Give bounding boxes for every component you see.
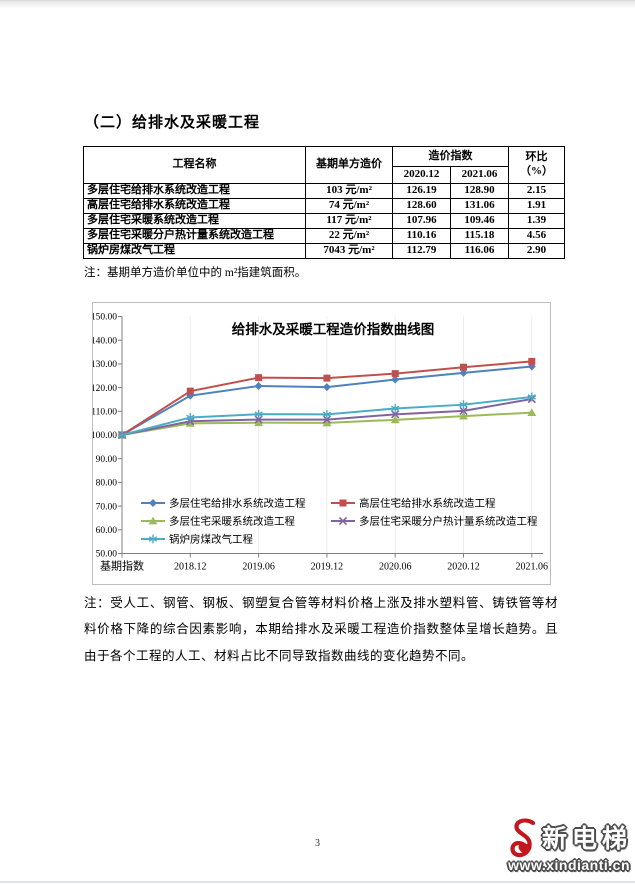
brand-url: www.xindianti.cn <box>508 857 630 873</box>
svg-text:2020.12: 2020.12 <box>447 562 480 573</box>
table-row: 多层住宅采暖分户热计量系统改造工程 22 元/m² 110.16 115.18 … <box>83 228 565 244</box>
svg-text:80.00: 80.00 <box>96 479 118 489</box>
cell-index-2020-12: 107.96 <box>392 213 451 229</box>
page-number: 3 <box>315 838 320 849</box>
svg-text:70.00: 70.00 <box>96 502 118 512</box>
svg-text:50.00: 50.00 <box>96 550 118 560</box>
cell-base-cost: 22 元/m² <box>305 228 393 244</box>
cell-project-name: 高层住宅给排水系统改造工程 <box>83 198 306 214</box>
svg-text:130.00: 130.00 <box>93 360 117 370</box>
col-header-index-group: 造价指数 <box>392 146 509 167</box>
cost-index-table: 工程名称 基期单方造价 造价指数 环比 （%） 2020.12 2021.06 … <box>83 146 565 259</box>
svg-text:90.00: 90.00 <box>96 455 118 465</box>
svg-text:高层住宅给排水系统改造工程: 高层住宅给排水系统改造工程 <box>359 497 496 510</box>
col-header-mom-line1: 环比 <box>525 151 548 164</box>
col-header-2021-06: 2021.06 <box>450 166 509 184</box>
cell-base-cost: 117 元/m² <box>305 213 393 229</box>
col-header-2020-12: 2020.12 <box>392 166 451 184</box>
cell-project-name: 多层住宅采暖系统改造工程 <box>83 213 306 229</box>
col-header-project-name: 工程名称 <box>83 146 306 184</box>
cell-index-2020-12: 126.19 <box>392 183 451 199</box>
svg-text:150.00: 150.00 <box>93 313 117 323</box>
cell-index-2021-06: 116.06 <box>450 243 509 259</box>
cell-base-cost: 74 元/m² <box>305 198 393 214</box>
cell-mom: 1.39 <box>508 213 565 229</box>
svg-text:2020.06: 2020.06 <box>379 562 412 573</box>
svg-text:100.00: 100.00 <box>93 431 117 441</box>
svg-text:60.00: 60.00 <box>96 526 118 536</box>
cell-index-2020-12: 128.60 <box>392 198 451 214</box>
svg-text:2019.12: 2019.12 <box>311 562 344 573</box>
cost-index-line-chart: 给排水及采暖工程造价指数曲线图 50.00 60.00 70.00 80.00 90.00… <box>92 302 551 585</box>
svg-text:基期指数: 基期指数 <box>100 559 144 573</box>
svg-text:给排水及采暖工程造价指数曲线图: 给排水及采暖工程造价指数曲线图 <box>232 321 435 337</box>
cell-index-2020-12: 110.16 <box>392 228 451 244</box>
table-row: 多层住宅给排水系统改造工程 103 元/m² 126.19 128.90 2.1… <box>83 183 565 199</box>
cell-mom: 2.90 <box>508 243 565 259</box>
table-row: 锅炉房煤改气工程 7043 元/m² 112.79 116.06 2.90 <box>83 243 565 259</box>
table-row: 多层住宅采暖系统改造工程 117 元/m² 107.96 109.46 1.39 <box>83 213 565 229</box>
page-top-edge <box>0 0 635 8</box>
table-row: 高层住宅给排水系统改造工程 74 元/m² 128.60 131.06 1.91 <box>83 198 565 214</box>
page-bottom-edge <box>0 881 635 883</box>
svg-text:110.00: 110.00 <box>93 408 117 418</box>
svg-text:140.00: 140.00 <box>93 336 117 346</box>
col-header-base-cost: 基期单方造价 <box>305 146 393 184</box>
col-header-mom: 环比 （%） <box>508 146 565 184</box>
analysis-note: 注：受人工、钢管、钢板、钢塑复合管等材料价格上涨及排水塑料管、铸铁管等材料价格下… <box>84 596 558 663</box>
svg-text:多层住宅采暖分户热计量系统改造工程: 多层住宅采暖分户热计量系统改造工程 <box>359 515 538 528</box>
cell-mom: 2.15 <box>508 183 565 199</box>
svg-text:2019.06: 2019.06 <box>242 562 275 573</box>
col-header-mom-line2: （%） <box>520 165 553 177</box>
cell-project-name: 锅炉房煤改气工程 <box>83 243 306 259</box>
cell-index-2021-06: 128.90 <box>450 183 509 199</box>
svg-text:多层住宅采暖系统改造工程: 多层住宅采暖系统改造工程 <box>169 515 295 528</box>
svg-text:2018.12: 2018.12 <box>174 562 207 573</box>
logo-8-icon <box>510 818 536 858</box>
cell-index-2021-06: 131.06 <box>450 198 509 214</box>
svg-text:2021.06: 2021.06 <box>516 562 549 573</box>
cell-index-2021-06: 115.18 <box>450 228 509 244</box>
svg-text:120.00: 120.00 <box>93 384 117 394</box>
cell-base-cost: 103 元/m² <box>305 183 393 199</box>
brand-name: 新电梯 <box>541 824 632 853</box>
svg-text:锅炉房煤改气工程: 锅炉房煤改气工程 <box>169 533 253 546</box>
cell-index-2021-06: 109.46 <box>450 213 509 229</box>
cell-base-cost: 7043 元/m² <box>305 243 393 259</box>
svg-text:多层住宅给排水系统改造工程: 多层住宅给排水系统改造工程 <box>169 497 306 510</box>
cell-index-2020-12: 112.79 <box>392 243 451 259</box>
section-title: （二）给排水及采暖工程 <box>84 115 261 131</box>
brand-logo: 新电梯 www.xindianti.cn <box>480 818 632 881</box>
cell-project-name: 多层住宅采暖分户热计量系统改造工程 <box>83 228 306 244</box>
cell-project-name: 多层住宅给排水系统改造工程 <box>83 183 306 199</box>
cell-mom: 4.56 <box>508 228 565 244</box>
cell-mom: 1.91 <box>508 198 565 214</box>
table-note: 注：基期单方造价单位中的 m²指建筑面积。 <box>84 267 307 279</box>
